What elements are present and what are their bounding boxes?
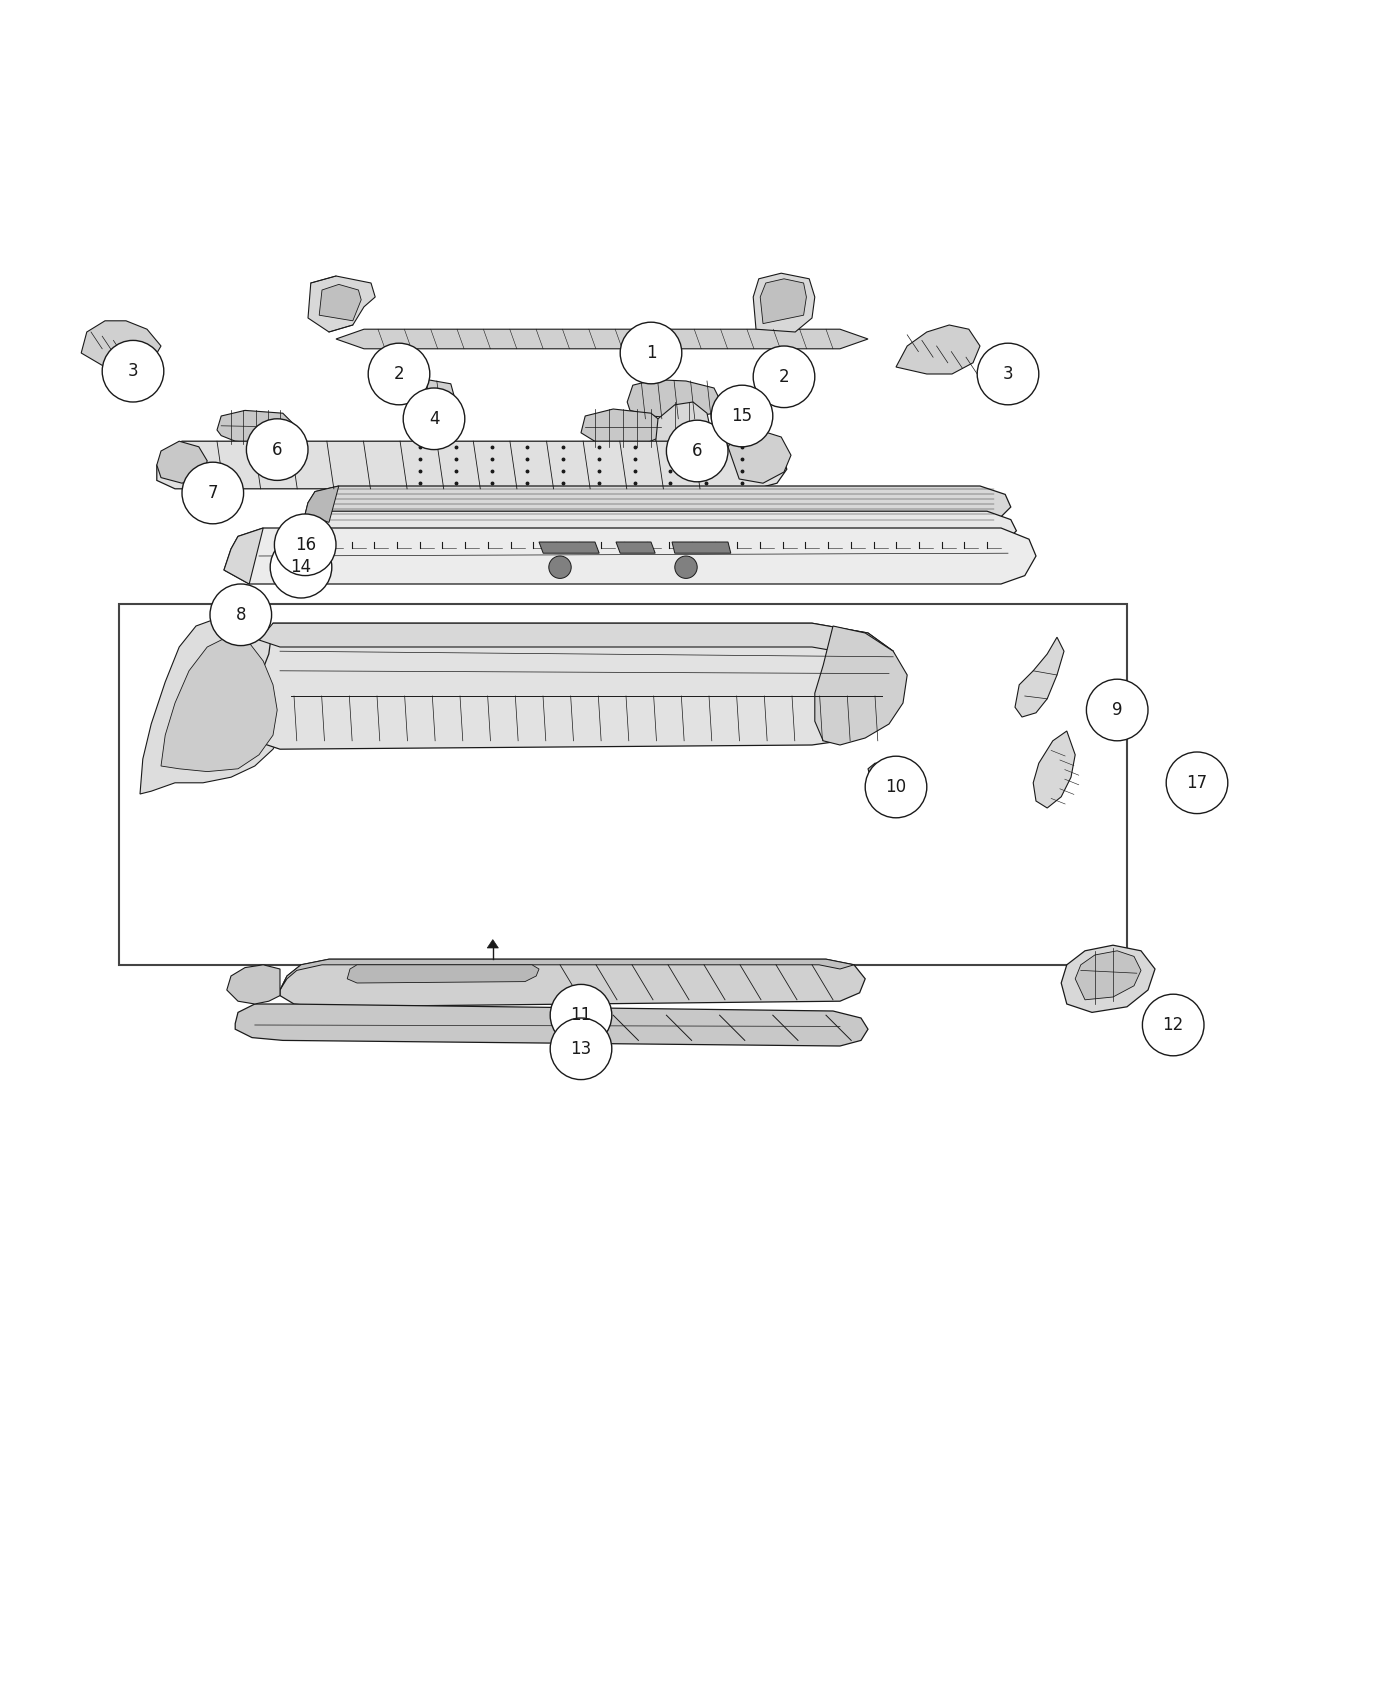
Circle shape [675, 556, 697, 578]
Text: 6: 6 [272, 440, 283, 459]
Polygon shape [406, 379, 455, 413]
Polygon shape [235, 1005, 868, 1046]
Polygon shape [728, 430, 791, 483]
Polygon shape [753, 274, 815, 332]
Polygon shape [217, 410, 294, 444]
Polygon shape [539, 542, 599, 552]
Text: 10: 10 [885, 779, 907, 796]
Circle shape [1086, 680, 1148, 741]
Polygon shape [487, 940, 498, 949]
Text: 8: 8 [235, 605, 246, 624]
Text: 3: 3 [1002, 366, 1014, 382]
Polygon shape [319, 284, 361, 321]
Polygon shape [1075, 950, 1141, 1000]
Text: 6: 6 [692, 442, 703, 461]
Circle shape [270, 537, 332, 598]
Polygon shape [336, 330, 868, 348]
Circle shape [102, 340, 164, 401]
Text: 16: 16 [294, 536, 316, 554]
Polygon shape [224, 529, 263, 585]
Polygon shape [224, 529, 1036, 585]
Polygon shape [815, 626, 907, 745]
Polygon shape [297, 512, 1016, 547]
Text: 9: 9 [1112, 700, 1123, 719]
Circle shape [274, 513, 336, 576]
Circle shape [1166, 751, 1228, 814]
Circle shape [711, 386, 773, 447]
Polygon shape [760, 279, 806, 323]
Circle shape [550, 984, 612, 1046]
Polygon shape [896, 325, 980, 374]
Polygon shape [280, 959, 854, 989]
Circle shape [403, 388, 465, 449]
Polygon shape [655, 401, 711, 457]
Polygon shape [81, 321, 161, 371]
Text: 3: 3 [127, 362, 139, 381]
Circle shape [753, 347, 815, 408]
Text: 17: 17 [1186, 774, 1208, 792]
Polygon shape [672, 542, 731, 552]
Polygon shape [227, 966, 280, 1005]
Polygon shape [1033, 731, 1075, 808]
Polygon shape [305, 486, 339, 522]
Circle shape [666, 420, 728, 481]
Circle shape [977, 343, 1039, 405]
Polygon shape [140, 615, 291, 794]
Bar [119, 604, 1127, 966]
Polygon shape [161, 638, 277, 772]
Text: 13: 13 [570, 1040, 592, 1057]
Circle shape [368, 343, 430, 405]
Polygon shape [308, 275, 375, 332]
Circle shape [865, 756, 927, 818]
Polygon shape [616, 542, 655, 552]
Polygon shape [627, 379, 721, 418]
Polygon shape [1061, 945, 1155, 1013]
Circle shape [620, 323, 682, 384]
Circle shape [182, 462, 244, 524]
Text: 7: 7 [207, 484, 218, 501]
Text: 1: 1 [645, 343, 657, 362]
Text: 14: 14 [290, 558, 312, 576]
Text: 2: 2 [393, 366, 405, 382]
Polygon shape [259, 624, 893, 656]
Polygon shape [157, 442, 787, 490]
Text: 15: 15 [731, 406, 753, 425]
Circle shape [246, 418, 308, 481]
Polygon shape [280, 959, 865, 1006]
Polygon shape [157, 442, 207, 483]
Text: 11: 11 [570, 1006, 592, 1023]
Text: 4: 4 [428, 410, 440, 428]
Polygon shape [1015, 638, 1064, 717]
Polygon shape [581, 410, 665, 447]
Text: 2: 2 [778, 367, 790, 386]
Circle shape [1142, 994, 1204, 1056]
Circle shape [210, 585, 272, 646]
Circle shape [549, 556, 571, 578]
Circle shape [550, 1018, 612, 1080]
Text: 12: 12 [1162, 1017, 1184, 1034]
Polygon shape [249, 624, 899, 750]
Polygon shape [347, 966, 539, 983]
Polygon shape [305, 486, 1011, 522]
Polygon shape [868, 763, 889, 779]
